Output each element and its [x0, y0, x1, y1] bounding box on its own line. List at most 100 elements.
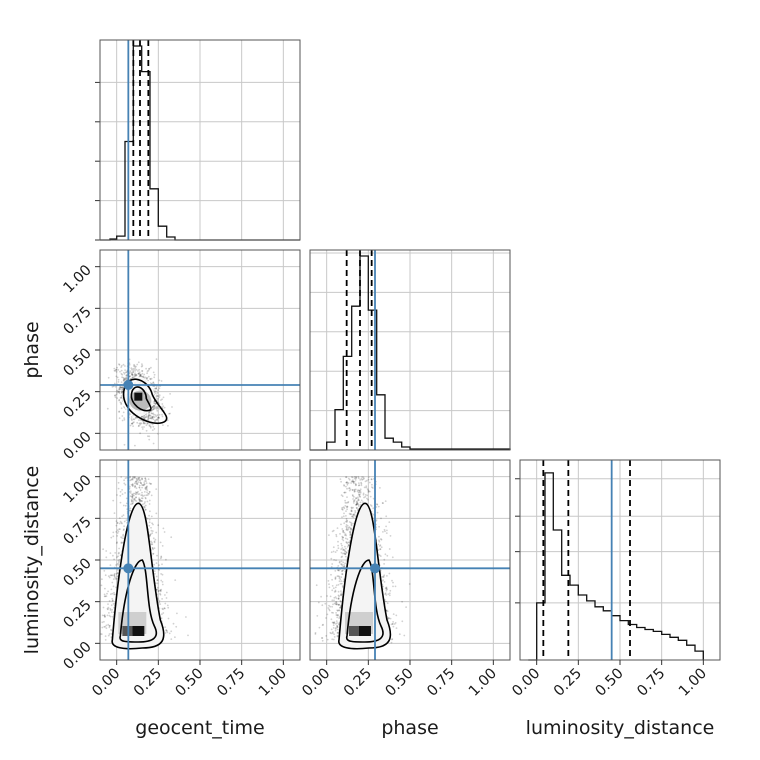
scatter-point [148, 417, 150, 420]
scatter-point [159, 589, 162, 592]
scatter-point [168, 412, 171, 415]
scatter-point [145, 486, 148, 489]
y-axis-title-phase: phase [21, 321, 43, 378]
scatter-point [114, 576, 117, 579]
scatter-point [141, 497, 144, 500]
scatter-point [144, 422, 147, 425]
scatter-point [153, 416, 156, 419]
scatter-point [137, 493, 140, 496]
scatter-point [142, 375, 145, 378]
scatter-point [135, 373, 138, 376]
scatter-point [120, 402, 123, 404]
scatter-point [117, 381, 120, 383]
scatter-point [119, 494, 122, 497]
scatter-point [176, 612, 178, 615]
scatter-point [141, 484, 144, 487]
scatter-point [103, 570, 106, 572]
scatter-point [117, 530, 120, 533]
scatter-point [159, 557, 162, 560]
scatter-point [123, 479, 125, 482]
scatter-point [148, 491, 151, 493]
scatter-point [120, 369, 123, 372]
scatter-point [141, 478, 144, 480]
scatter-point [141, 491, 143, 494]
scatter-point [153, 541, 156, 544]
scatter-point [128, 509, 131, 512]
scatter-point [391, 556, 394, 559]
scatter-point [123, 417, 126, 419]
scatter-point [344, 505, 347, 507]
scatter-point [115, 564, 117, 566]
density-peak [132, 626, 145, 636]
scatter-point [174, 636, 176, 639]
scatter-point [139, 374, 141, 376]
scatter-point [122, 379, 125, 381]
histogram-step-geocent-time [100, 45, 300, 241]
scatter-point [169, 393, 172, 395]
scatter-point [113, 575, 116, 578]
scatter-point [150, 377, 153, 380]
scatter-point [105, 556, 108, 559]
scatter-point [147, 369, 150, 372]
scatter-point [346, 482, 349, 485]
scatter-point [131, 422, 134, 425]
scatter-point [151, 547, 154, 549]
scatter-point [162, 396, 165, 399]
scatter-point [142, 495, 144, 497]
scatter-point [141, 372, 144, 375]
scatter-point [125, 374, 128, 377]
scatter-point [150, 526, 152, 529]
scatter-point [338, 577, 341, 579]
scatter-point [354, 483, 357, 485]
scatter-point [344, 501, 347, 504]
scatter-point [339, 578, 342, 581]
scatter-point [378, 525, 380, 528]
scatter-point [305, 629, 307, 631]
scatter-point [113, 574, 116, 577]
scatter-point [157, 590, 160, 592]
scatter-point [118, 387, 121, 389]
scatter-point [116, 575, 119, 578]
scatter-point [336, 603, 338, 606]
scatter-point [148, 435, 151, 438]
scatter-point [343, 522, 346, 525]
scatter-point [339, 533, 341, 535]
scatter-point [153, 406, 155, 409]
scatter-point [133, 421, 135, 423]
scatter-point [131, 478, 134, 481]
scatter-point [131, 484, 134, 487]
scatter-point [378, 539, 380, 542]
scatter-point [140, 422, 143, 425]
scatter-point [161, 583, 164, 586]
scatter-point [140, 482, 142, 484]
scatter-point [351, 515, 353, 518]
scatter-point [166, 630, 168, 632]
scatter-point [153, 540, 156, 543]
scatter-point [111, 574, 114, 577]
scatter-point [112, 499, 115, 502]
scatter-point [120, 521, 123, 524]
scatter-point [158, 387, 161, 390]
scatter-point [154, 403, 157, 406]
scatter-point [160, 588, 163, 591]
scatter-point [161, 563, 163, 566]
scatter-point [335, 603, 338, 606]
scatter-point [122, 379, 125, 382]
scatter-point [336, 614, 339, 616]
panel-hist-luminosity-distance [515, 459, 721, 661]
histogram-step-luminosity-distance [528, 472, 704, 661]
scatter-point [131, 419, 133, 421]
scatter-point [384, 530, 386, 533]
scatter-point [115, 542, 118, 544]
scatter-point [156, 392, 159, 394]
scatter-point [107, 623, 110, 626]
scatter-point [137, 373, 140, 375]
scatter-point [144, 508, 147, 511]
scatter-point [141, 484, 143, 486]
scatter-point [132, 421, 134, 424]
scatter-point [335, 612, 337, 614]
scatter-point [360, 482, 363, 485]
scatter-point [131, 493, 133, 496]
scatter-point [345, 547, 347, 550]
scatter-point [340, 480, 342, 483]
